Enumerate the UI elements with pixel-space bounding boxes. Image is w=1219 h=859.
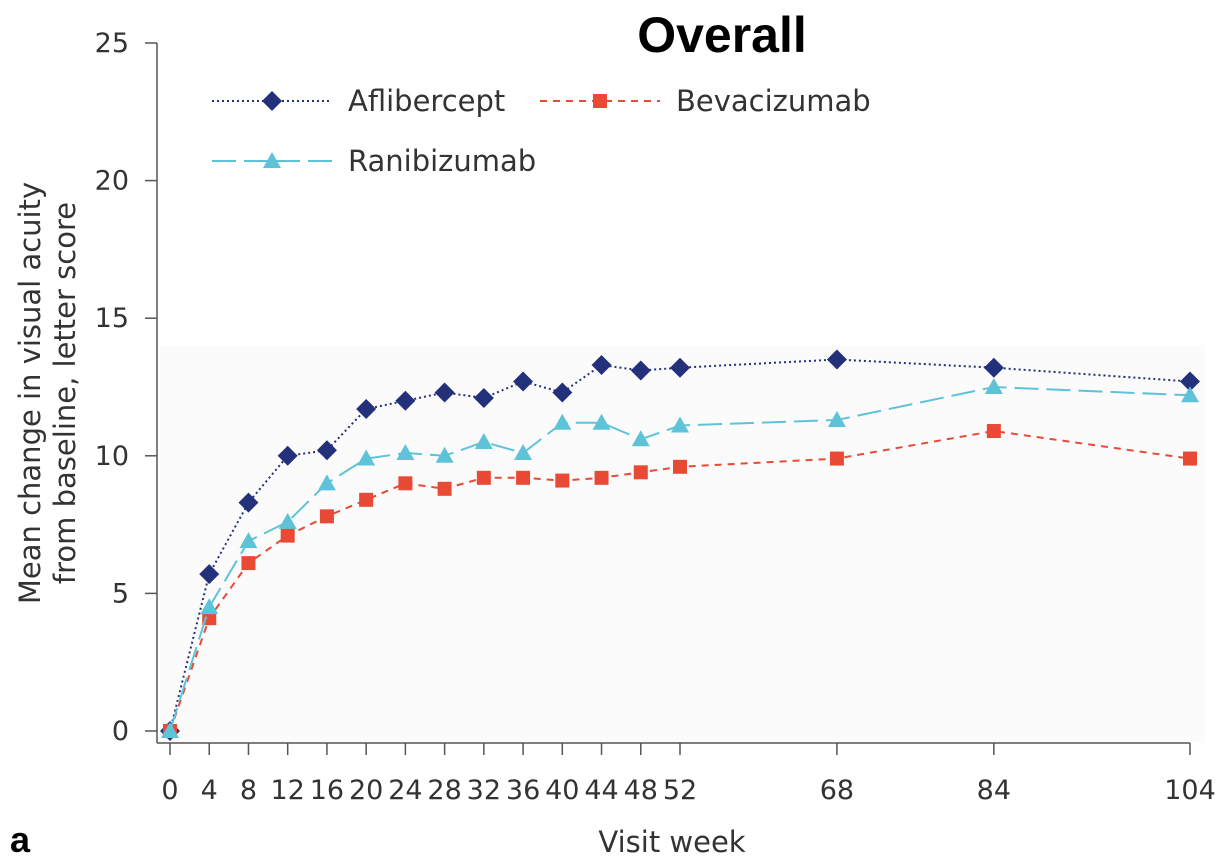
y-tick-label: 20 [95, 166, 129, 197]
data-point-ranibizumab [200, 598, 219, 615]
data-point-ranibizumab [474, 433, 493, 450]
data-point-aflibercept [316, 440, 337, 461]
legend-item-bevacizumab: Bevacizumab [540, 84, 871, 118]
y-axis: 0 5 10 15 20 25 [95, 28, 158, 747]
data-point-bevacizumab [359, 492, 374, 507]
data-point-ranibizumab [396, 444, 415, 461]
y-tick-label: 5 [112, 578, 129, 609]
x-tick-label: 28 [427, 775, 461, 806]
x-tick-label: 24 [388, 775, 422, 806]
legend-label-aflibercept: Aflibercept [348, 84, 505, 118]
series-line-ranibizumab [169, 385, 1191, 732]
x-tick-label: 16 [310, 775, 344, 806]
legend-label-ranibizumab: Ranibizumab [348, 144, 536, 178]
x-tick-label: 32 [467, 775, 501, 806]
data-point-aflibercept [356, 399, 377, 420]
data-point-bevacizumab [241, 556, 256, 571]
data-point-ranibizumab [671, 416, 689, 433]
x-tick-label: 12 [271, 775, 305, 806]
data-point-aflibercept [199, 564, 220, 585]
y-tick-label: 0 [112, 716, 129, 747]
data-point-ranibizumab [317, 474, 336, 491]
data-point-bevacizumab [398, 476, 413, 491]
legend-item-ranibizumab: Ranibizumab [212, 144, 536, 178]
data-point-ranibizumab [278, 512, 297, 529]
data-point-ranibizumab [553, 413, 572, 430]
data-point-aflibercept [277, 445, 298, 466]
panel-label: a [10, 819, 31, 859]
x-tick-label: 104 [1164, 775, 1216, 806]
series-aflibercept [160, 349, 1200, 741]
x-axis: 0 4 8 12 16 20 24 28 32 36 40 44 48 52 68 84 104 [157, 742, 1216, 806]
data-point-aflibercept [1180, 371, 1200, 392]
data-point-aflibercept [395, 390, 416, 411]
series-bevacizumab [163, 424, 1197, 738]
data-point-ranibizumab [1181, 386, 1199, 403]
data-point-ranibizumab [631, 430, 650, 447]
y-tick-label: 25 [95, 28, 129, 59]
chart-title: Overall [637, 7, 807, 63]
legend-item-aflibercept: Aflibercept [212, 84, 505, 118]
data-point-aflibercept [238, 492, 259, 513]
data-point-aflibercept [630, 360, 651, 381]
data-point-ranibizumab [357, 449, 376, 466]
x-tick-label: 68 [820, 775, 854, 806]
x-tick-label: 36 [506, 775, 540, 806]
data-point-bevacizumab [986, 424, 1001, 439]
data-point-bevacizumab [516, 470, 531, 485]
data-point-aflibercept [513, 371, 534, 392]
data-point-ranibizumab [592, 413, 611, 430]
x-axis-label: Visit week [598, 825, 745, 859]
legend: Aflibercept Bevacizumab Ranibizumab [212, 84, 871, 178]
data-point-ranibizumab [435, 446, 454, 463]
y-tick-label: 10 [95, 441, 129, 472]
data-point-ranibizumab [239, 532, 258, 549]
x-tick-label: 48 [624, 775, 658, 806]
data-point-bevacizumab [555, 473, 570, 488]
data-point-ranibizumab [827, 411, 846, 428]
data-point-aflibercept [983, 357, 1004, 378]
data-point-aflibercept [670, 357, 690, 378]
data-point-ranibizumab [514, 444, 533, 461]
data-point-ranibizumab [161, 722, 179, 738]
series-ranibizumab [161, 378, 1199, 738]
x-tick-label: 84 [977, 775, 1011, 806]
legend-label-bevacizumab: Bevacizumab [676, 84, 871, 118]
data-point-bevacizumab [319, 509, 334, 524]
legend-marker-aflibercept [262, 91, 282, 111]
x-tick-label: 4 [201, 775, 218, 806]
data-point-aflibercept [552, 382, 573, 403]
data-point-bevacizumab [673, 459, 687, 474]
y-tick-label: 15 [95, 303, 129, 334]
data-point-aflibercept [826, 349, 847, 370]
legend-marker-bevacizumab [593, 94, 607, 108]
plot-background [160, 345, 1205, 743]
x-tick-label: 0 [161, 775, 178, 806]
data-point-bevacizumab [633, 465, 648, 480]
data-point-bevacizumab [280, 528, 295, 543]
data-point-bevacizumab [829, 451, 844, 466]
data-point-aflibercept [434, 382, 455, 403]
data-point-aflibercept [591, 354, 612, 375]
x-tick-label: 44 [584, 775, 618, 806]
data-point-bevacizumab [202, 611, 217, 626]
x-tick-label: 8 [240, 775, 257, 806]
x-tick-label: 20 [349, 775, 383, 806]
data-point-ranibizumab [984, 378, 1003, 394]
data-point-bevacizumab [437, 481, 452, 496]
y-axis-label-line-2: from baseline, letter score [48, 202, 82, 584]
data-point-bevacizumab [594, 470, 609, 485]
y-axis-label-line-1: Mean change in visual acuity [13, 182, 47, 604]
x-tick-label: 40 [545, 775, 579, 806]
series-layer [160, 349, 1200, 741]
data-point-bevacizumab [1183, 451, 1197, 466]
x-tick-label: 52 [663, 775, 697, 806]
data-point-bevacizumab [476, 470, 491, 485]
data-point-aflibercept [473, 388, 494, 409]
legend-marker-ranibizumab [263, 152, 281, 168]
